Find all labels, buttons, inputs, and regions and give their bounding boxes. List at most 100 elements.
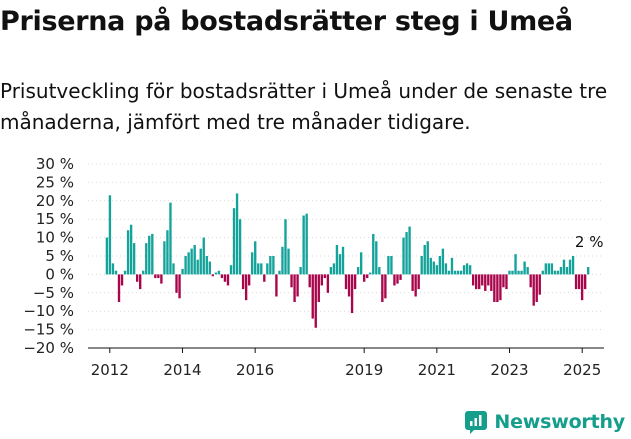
bar: [139, 274, 142, 290]
bar: [196, 259, 199, 275]
bar: [129, 224, 133, 275]
chart-subtitle: Prisutveckling för bostadsrätter i Umeå …: [0, 79, 608, 134]
bar: [478, 274, 481, 290]
bar: [405, 232, 408, 275]
bar: [514, 254, 517, 275]
bar: [568, 259, 572, 275]
y-tick-label: 20 %: [36, 192, 74, 210]
bar: [341, 246, 345, 275]
bar: [314, 274, 317, 328]
y-tick-label: 5 %: [45, 247, 74, 265]
bar: [347, 274, 351, 297]
bar: [241, 274, 245, 290]
bar-series: [105, 193, 590, 328]
bar: [260, 263, 263, 275]
bar: [502, 274, 505, 288]
y-tick-label: −20 %: [23, 339, 74, 357]
y-tick-label: −15 %: [23, 321, 74, 339]
bar: [402, 237, 405, 275]
bar: [359, 252, 363, 275]
page-title: Priserna på bostadsrätter steg i Umeå: [0, 6, 573, 37]
bar: [178, 274, 181, 299]
bar: [417, 274, 420, 290]
bar: [335, 244, 339, 275]
bar: [462, 265, 466, 275]
x-tick-label: 2014: [163, 361, 201, 379]
bar: [381, 274, 384, 302]
bar: [481, 274, 484, 286]
bar: [444, 263, 448, 275]
bar: [160, 274, 163, 284]
bar: [350, 274, 354, 314]
bar: [390, 256, 393, 275]
newsworthy-logo-icon: [465, 411, 488, 434]
bar: [111, 263, 115, 275]
bar: [142, 270, 145, 275]
bar: [154, 274, 157, 279]
latest-value-annotation: 2 %: [575, 233, 604, 251]
bar: [517, 270, 520, 275]
bar: [214, 272, 218, 275]
bar: [202, 237, 205, 275]
bar: [414, 274, 417, 297]
bar: [320, 274, 323, 286]
bar: [453, 270, 457, 275]
bar: [523, 261, 526, 275]
y-tick-label: 30 %: [36, 155, 74, 173]
bar: [145, 243, 148, 275]
bar: [257, 263, 260, 275]
y-tick-label: −10 %: [23, 302, 74, 320]
bar: [375, 241, 378, 275]
bar: [475, 274, 478, 290]
bar: [278, 270, 281, 275]
bar: [244, 274, 248, 301]
bar: [323, 274, 327, 279]
bar: [384, 274, 387, 299]
bar: [435, 265, 439, 275]
bar: [293, 274, 296, 302]
bar: [284, 219, 287, 275]
x-axis-ticks: 2012 2014 2016 2019 2021 2023 2025: [91, 348, 601, 379]
bar: [247, 274, 251, 286]
bar: [490, 274, 493, 291]
bar: [338, 254, 342, 275]
y-tick-label: 0 %: [45, 265, 74, 283]
bar: [562, 259, 566, 275]
bar: [344, 274, 348, 290]
bar: [366, 274, 369, 279]
bar: [126, 230, 130, 275]
bar: [266, 263, 269, 275]
bar: [411, 274, 414, 291]
x-tick-label: 2025: [563, 361, 601, 379]
bar: [157, 274, 160, 279]
bar: [544, 263, 547, 275]
bar: [123, 270, 127, 275]
bar: [108, 195, 112, 275]
bar: [420, 256, 423, 275]
x-tick-label: 2012: [91, 361, 129, 379]
bar: [311, 274, 314, 319]
bar: [450, 257, 454, 275]
bar: [496, 274, 499, 302]
bar: [526, 267, 529, 275]
bar: [275, 274, 278, 297]
bar: [299, 267, 302, 275]
bar: [296, 274, 299, 297]
x-tick-label: 2021: [418, 361, 456, 379]
bar: [499, 274, 502, 301]
bar: [393, 274, 396, 286]
bar: [372, 233, 375, 275]
bar: [574, 274, 578, 290]
bar: [465, 263, 469, 275]
newsworthy-logo: Newsworthy: [464, 405, 625, 439]
bar: [447, 270, 451, 275]
bar: [269, 256, 272, 275]
bar: [290, 274, 293, 288]
bar: [326, 274, 330, 293]
bar: [172, 263, 175, 275]
bar: [550, 263, 554, 275]
bar: [305, 213, 308, 275]
bar: [408, 226, 411, 275]
bar: [229, 265, 233, 275]
bar: [468, 265, 472, 275]
